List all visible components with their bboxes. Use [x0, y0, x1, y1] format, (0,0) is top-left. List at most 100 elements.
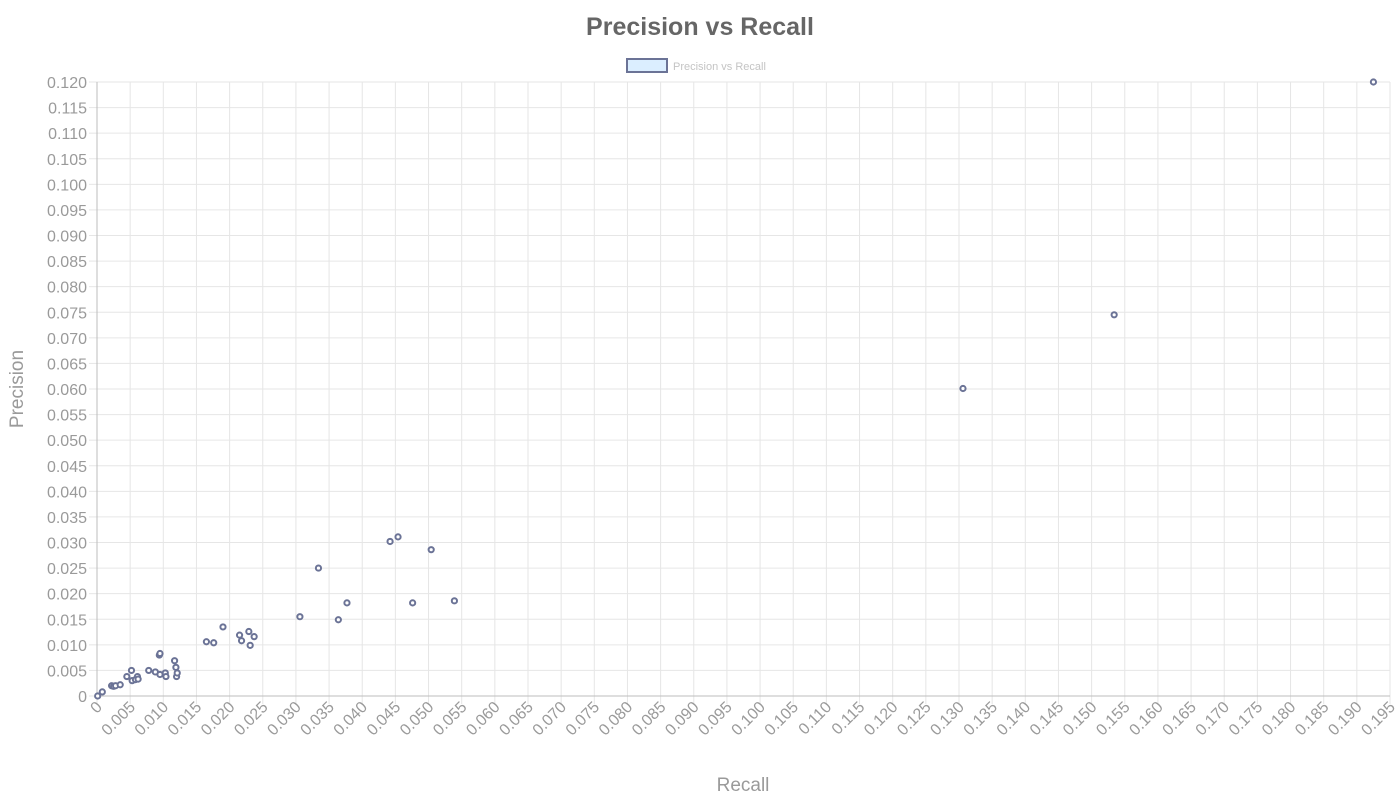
y-tick-label: 0.005 [47, 663, 87, 680]
x-tick-label: 0.005 [99, 699, 139, 739]
x-tick-label: 0.125 [894, 699, 934, 739]
y-axis-title: Precision [7, 350, 28, 428]
x-tick-label: 0.100 [729, 699, 769, 739]
grid [89, 81, 1391, 704]
data-point[interactable] [343, 599, 351, 607]
legend-label: Precision vs Recall [673, 61, 766, 73]
y-tick-label: 0.065 [47, 356, 87, 373]
data-point[interactable] [170, 657, 179, 665]
data-point[interactable] [450, 597, 458, 605]
x-tick-label: 0.145 [1027, 699, 1067, 739]
data-point[interactable] [173, 669, 181, 677]
data-point[interactable] [134, 675, 142, 683]
data-point[interactable] [210, 639, 218, 647]
y-tick-label: 0.040 [47, 484, 87, 501]
y-tick-label: 0.055 [47, 408, 87, 425]
x-tick-label: 0.140 [994, 699, 1034, 739]
x-tick-label: 0.135 [961, 699, 1001, 739]
x-tick-label: 0.065 [496, 699, 536, 739]
x-tick-label: 0.105 [762, 699, 802, 739]
y-tick-label: 0.070 [47, 331, 87, 348]
x-tick-label: 0.110 [796, 699, 836, 739]
y-tick-label: 0.060 [47, 382, 87, 399]
x-tick-label: 0.175 [1226, 699, 1266, 739]
y-tick-label: 0.090 [47, 229, 87, 246]
x-axis-title: Recall [717, 775, 770, 796]
x-tick-label: 0.030 [264, 699, 304, 739]
data-point[interactable] [314, 564, 323, 572]
chart-title: Precision vs Recall [586, 13, 814, 41]
legend[interactable]: Precision vs Recall [626, 58, 766, 73]
y-tick-label: 0.030 [47, 536, 87, 553]
data-point[interactable] [202, 638, 211, 646]
data-point[interactable] [409, 599, 417, 607]
x-tick-label: 0.035 [298, 699, 338, 739]
axes [96, 82, 1390, 697]
data-point[interactable] [246, 641, 254, 649]
x-tick-label: 0.165 [1160, 699, 1200, 739]
data-point[interactable] [162, 672, 170, 681]
data-point[interactable] [94, 692, 102, 700]
x-tick-label: 0.160 [1126, 699, 1166, 739]
x-tick-labels: 00.0050.0100.0150.0200.0250.0300.0350.04… [88, 699, 1399, 739]
y-tick-label: 0.100 [47, 177, 87, 194]
y-tick-label: 0 [78, 689, 87, 706]
x-tick-label: 0.055 [430, 699, 470, 739]
y-tick-label: 0.045 [47, 459, 87, 476]
data-point[interactable] [296, 613, 304, 621]
data-point[interactable] [959, 384, 967, 393]
x-tick-label: 0.115 [829, 699, 869, 739]
y-tick-label: 0.105 [47, 152, 87, 169]
data-point[interactable] [386, 537, 394, 546]
data-points [94, 78, 1378, 700]
x-tick-label: 0.180 [1259, 699, 1299, 739]
data-point[interactable] [1110, 311, 1118, 319]
x-tick-label: 0.195 [1358, 699, 1398, 739]
data-point[interactable] [145, 666, 153, 675]
y-tick-label: 0.020 [47, 587, 87, 604]
x-tick-label: 0.010 [132, 699, 172, 739]
data-point[interactable] [172, 663, 180, 671]
x-tick-label: 0.080 [596, 699, 636, 739]
legend-swatch [626, 58, 668, 73]
data-point[interactable] [219, 623, 227, 631]
y-tick-labels: 0 0.005 0.010 0.015 0.020 0.025 0.030 0.035 0.04… [47, 75, 87, 706]
x-tick-label: 0.090 [662, 699, 702, 739]
x-tick-label: 0.190 [1325, 699, 1365, 739]
x-tick-label: 0.015 [165, 699, 205, 739]
data-point[interactable] [237, 637, 246, 645]
y-tick-label: 0.015 [47, 612, 87, 629]
data-point[interactable] [394, 533, 402, 541]
x-tick-label: 0.185 [1292, 699, 1332, 739]
x-tick-label: 0.050 [397, 699, 437, 739]
data-point[interactable] [245, 627, 253, 636]
y-tick-label: 0.075 [47, 305, 87, 322]
data-point[interactable] [98, 688, 106, 696]
y-tick-label: 0.110 [48, 126, 87, 143]
data-point[interactable] [427, 546, 435, 554]
y-tick-label: 0.095 [47, 203, 87, 220]
y-tick-label: 0.025 [47, 561, 87, 578]
data-point[interactable] [334, 616, 342, 624]
y-tick-label: 0.120 [47, 75, 87, 92]
data-point[interactable] [116, 681, 124, 689]
x-tick-label: 0.085 [629, 699, 669, 739]
x-tick-label: 0.155 [1093, 699, 1133, 739]
x-tick-label: 0.060 [463, 699, 503, 739]
x-tick-label: 0.025 [231, 699, 271, 739]
data-point[interactable] [123, 672, 131, 681]
x-tick-label: 0.170 [1193, 699, 1233, 739]
x-tick-label: 0.020 [198, 699, 238, 739]
data-point[interactable] [156, 649, 164, 658]
data-point[interactable] [250, 633, 258, 641]
data-point[interactable] [235, 631, 244, 639]
y-tick-label: 0.085 [47, 254, 87, 271]
x-tick-label: 0.045 [364, 699, 404, 739]
x-tick-label: 0.040 [331, 699, 371, 739]
x-tick-label: 0.150 [1060, 699, 1100, 739]
y-tick-label: 0.080 [47, 280, 87, 297]
data-point[interactable] [127, 666, 136, 675]
data-point[interactable] [1369, 78, 1378, 86]
x-tick-label: 0.070 [530, 699, 570, 739]
